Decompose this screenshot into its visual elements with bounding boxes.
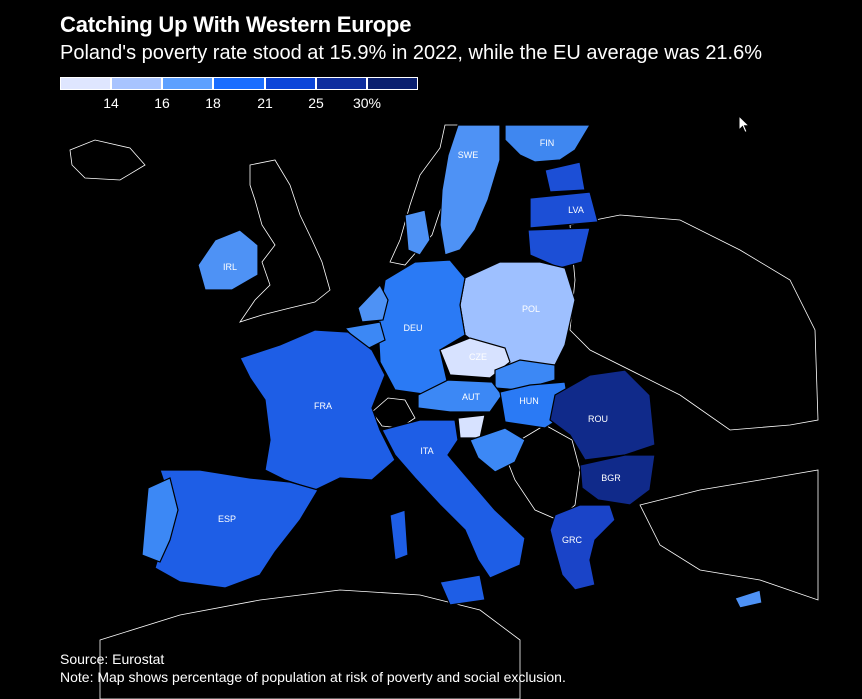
legend-label-18: 18 [205, 95, 221, 111]
label-rou: ROU [588, 414, 608, 424]
country-sardinia [389, 509, 409, 561]
legend-swatch-1 [112, 78, 164, 89]
country-fra [239, 329, 396, 491]
country-esp [154, 469, 319, 589]
label-esp: ESP [218, 514, 236, 524]
country-turkey [639, 469, 819, 601]
country-hrv [469, 427, 526, 473]
legend-swatch-0 [61, 78, 113, 89]
label-ita: ITA [420, 446, 433, 456]
country-nld [357, 283, 389, 323]
country-cyp [734, 589, 763, 609]
country-east [569, 214, 819, 431]
chart-subtitle: Poland's poverty rate stood at 15.9% in … [60, 42, 763, 64]
country-cze [439, 337, 511, 379]
country-lva [529, 191, 599, 229]
label-bgr: BGR [601, 473, 621, 483]
legend-bar [60, 77, 418, 90]
country-est [544, 161, 586, 193]
country-slo [457, 414, 486, 439]
country-gbr [239, 159, 331, 323]
label-hun: HUN [519, 396, 539, 406]
country-iceland [69, 139, 146, 181]
label-irl: IRL [223, 262, 237, 272]
label-grc: GRC [562, 535, 583, 545]
country-dnk [404, 209, 431, 256]
methodology-note: Note: Map shows percentage of population… [60, 669, 566, 685]
source-note: Source: Eurostat [60, 651, 165, 667]
legend-swatch-2 [163, 78, 215, 89]
legend-swatch-4 [265, 78, 317, 89]
country-ltu [527, 227, 591, 269]
legend-swatch-3 [214, 78, 266, 89]
country-irl [197, 229, 259, 291]
country-grc [549, 504, 616, 591]
label-fin: FIN [540, 138, 555, 148]
country-swe [439, 124, 501, 256]
country-ita [381, 419, 526, 579]
legend-label-16: 16 [154, 95, 170, 111]
legend-label-14: 14 [103, 95, 119, 111]
label-cze: CZE [469, 352, 487, 362]
country-labels: SWE FIN LVA IRL POL DEU CZE AUT HUN FRA … [218, 138, 621, 545]
country-rou [549, 369, 656, 461]
country-bgr [579, 454, 656, 506]
country-prt [141, 477, 179, 563]
country-sicily [439, 574, 486, 606]
color-legend: 14 16 18 21 25 30% [60, 77, 420, 111]
legend-swatch-5 [316, 78, 368, 89]
legend-swatch-6 [367, 78, 417, 89]
mouse-cursor-icon [738, 115, 751, 134]
label-fra: FRA [314, 401, 332, 411]
country-aut [417, 379, 503, 413]
country-che [371, 397, 416, 429]
label-lva: LVA [568, 205, 584, 215]
legend-label-25: 25 [308, 95, 324, 111]
legend-label-30: 30% [352, 95, 382, 111]
label-swe: SWE [458, 150, 479, 160]
label-pol: POL [522, 304, 540, 314]
label-deu: DEU [403, 323, 422, 333]
country-fin [504, 124, 592, 163]
label-aut: AUT [462, 392, 481, 402]
chart-title: Catching Up With Western Europe [60, 12, 412, 37]
legend-label-21: 21 [257, 95, 273, 111]
